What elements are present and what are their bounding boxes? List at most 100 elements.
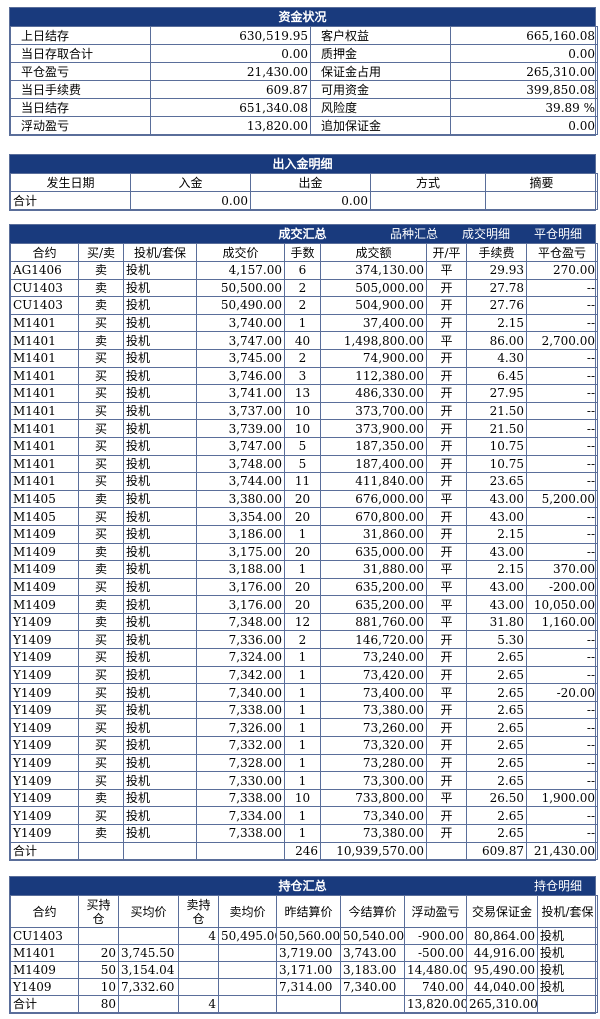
trades-cell: 10 bbox=[284, 401, 321, 421]
trades-cell: AG1406 bbox=[10, 261, 79, 280]
trades-cell: 2 bbox=[284, 630, 321, 650]
trades-cell: 投机 bbox=[123, 278, 197, 298]
trades-cell: 开 bbox=[426, 507, 467, 526]
funds-value: 265,310.00 bbox=[450, 62, 598, 81]
trades-cell: 开 bbox=[426, 454, 467, 474]
trades-cell: 5.30 bbox=[466, 630, 527, 650]
trades-cell: 73,420.00 bbox=[320, 665, 427, 685]
trades-cell: 4,157.00 bbox=[196, 261, 285, 280]
trades-cell: 买 bbox=[78, 507, 124, 526]
trades-cell: 开 bbox=[426, 401, 467, 421]
trades-cell: M1409 bbox=[10, 560, 79, 579]
trades-cell: 买 bbox=[78, 736, 124, 755]
trades-cell: 1 bbox=[284, 824, 321, 843]
trades-cell: 卖 bbox=[78, 612, 124, 632]
funds-value: 21,430.00 bbox=[150, 62, 311, 81]
positions-header-cell: 卖均价 bbox=[218, 895, 277, 928]
table-row: M1401 买投机 3,747.00 5 187,350.00 开 10.75 -- bbox=[10, 436, 598, 456]
trades-cell: 146,720.00 bbox=[320, 630, 427, 650]
funds-value: 39.89 % bbox=[450, 98, 598, 117]
positions-total-pnl: 13,820.00 bbox=[404, 995, 467, 1013]
io-header-date: 发生日期 bbox=[10, 173, 131, 192]
trades-cell: -- bbox=[526, 401, 598, 421]
trades-cell: 开 bbox=[426, 771, 467, 790]
positions-cell: 3,183.00 bbox=[340, 961, 405, 979]
trades-cell: 投机 bbox=[123, 718, 197, 738]
trades-cell: Y1409 bbox=[10, 700, 79, 720]
trades-cell: -- bbox=[526, 507, 598, 526]
trades-cell: 开 bbox=[426, 436, 467, 456]
trades-cell: 投机 bbox=[123, 542, 197, 562]
funds-value: 609.87 bbox=[150, 80, 311, 99]
trades-cell: 3 bbox=[284, 366, 321, 386]
trades-cell: -- bbox=[526, 436, 598, 456]
funds-label: 当日手续费 bbox=[10, 80, 151, 99]
trades-cell: Y1409 bbox=[10, 665, 79, 685]
positions-cell: 50,540.00 bbox=[340, 927, 405, 945]
trades-cell: M1401 bbox=[10, 472, 79, 491]
positions-total-sell: 4 bbox=[178, 995, 219, 1013]
link-close-detail[interactable]: 平仓明细 bbox=[534, 227, 583, 241]
funds-value: 399,850.08 bbox=[450, 80, 598, 99]
positions-total-empty-2 bbox=[218, 995, 277, 1013]
trades-cell: 3,175.00 bbox=[196, 542, 285, 562]
trades-cell: 投机 bbox=[123, 753, 197, 773]
table-row: Y1409 10 7,332.60 7,314.00 7,340.00 740.00 44,… bbox=[10, 978, 598, 996]
trades-cell: M1401 bbox=[10, 331, 79, 350]
trades-cell: 投机 bbox=[123, 366, 197, 386]
trades-cell: 1 bbox=[284, 771, 321, 790]
trades-cell: 21.50 bbox=[466, 419, 527, 438]
trades-cell: Y1409 bbox=[10, 648, 79, 667]
table-row: M1409 卖投机 3,176.00 20 635,200.00 平 43.00 10,050… bbox=[10, 595, 598, 614]
trades-cell: 26.50 bbox=[466, 788, 527, 808]
table-row: CU1403 4 50,495.00 50,560.00 50,540.00 -900.0… bbox=[10, 927, 598, 945]
trades-cell: 187,350.00 bbox=[320, 436, 427, 456]
trades-cell: 1 bbox=[284, 524, 321, 544]
trades-cell: M1401 bbox=[10, 436, 79, 456]
trades-cell: -- bbox=[526, 313, 598, 333]
trades-cell: -- bbox=[526, 542, 598, 562]
link-position-detail[interactable]: 持仓明细 bbox=[534, 879, 583, 893]
trades-cell: 开 bbox=[426, 366, 467, 386]
table-row: Y1409 卖投机 7,338.00 10 733,800.00 平 26.50 1,900.… bbox=[10, 788, 598, 808]
trades-cell: 27.76 bbox=[466, 296, 527, 315]
trades-cell: 2 bbox=[284, 348, 321, 368]
trades-cell: 2.15 bbox=[466, 560, 527, 579]
trades-cell: -- bbox=[526, 454, 598, 474]
trades-cell: M1401 bbox=[10, 454, 79, 474]
trades-cell: -- bbox=[526, 472, 598, 491]
trades-cell: -- bbox=[526, 296, 598, 315]
trades-cell: 29.93 bbox=[466, 261, 527, 280]
trades-cell: 投机 bbox=[123, 489, 197, 509]
trades-header-cell: 成交额 bbox=[320, 243, 427, 262]
funds-row: 当日结存 651,340.08 风险度 39.89 % bbox=[10, 98, 598, 117]
positions-cell: 7,340.00 bbox=[340, 978, 405, 996]
trades-cell: 43.00 bbox=[466, 489, 527, 509]
link-product-summary[interactable]: 品种汇总 bbox=[390, 227, 439, 241]
link-trade-detail[interactable]: 成交明细 bbox=[462, 227, 511, 241]
positions-cell: 95,490.00 bbox=[466, 961, 538, 979]
trades-cell: -200.00 bbox=[526, 577, 598, 597]
table-row: M1401 买投机 3,748.00 5 187,400.00 开 10.75 -- bbox=[10, 454, 598, 474]
trades-cell: 投机 bbox=[123, 612, 197, 632]
trades-cell: M1409 bbox=[10, 524, 79, 544]
trades-cell: 卖 bbox=[78, 560, 124, 579]
trades-cell: 平 bbox=[426, 595, 467, 614]
positions-cell: 3,745.50 bbox=[118, 944, 179, 962]
trades-cell: 投机 bbox=[123, 436, 197, 456]
trades-cell: 1 bbox=[284, 753, 321, 773]
positions-table: 合约 买持仓 买均价 卖持仓 卖均价 昨结算价 今结算价 浮动盈亏 交易保证金 投机/套保 CU1… bbox=[10, 895, 598, 1013]
table-row: Y1409 买投机 7,328.00 1 73,280.00 开 2.65 -- bbox=[10, 753, 598, 773]
table-row: M1401 买投机 3,744.00 11 411,840.00 开 23.65 -- bbox=[10, 472, 598, 491]
positions-header-cell: 今结算价 bbox=[340, 895, 405, 928]
trades-cell: -- bbox=[526, 366, 598, 386]
trades-cell: -- bbox=[526, 384, 598, 403]
trades-cell: 373,700.00 bbox=[320, 401, 427, 421]
positions-header-cell: 昨结算价 bbox=[276, 895, 341, 928]
positions-cell bbox=[218, 978, 277, 996]
trades-cell: 买 bbox=[78, 384, 124, 403]
positions-cell: 20 bbox=[78, 944, 119, 962]
positions-cell: 44,916.00 bbox=[466, 944, 538, 962]
positions-cell: -900.00 bbox=[404, 927, 467, 945]
trades-cell: 3,740.00 bbox=[196, 313, 285, 333]
